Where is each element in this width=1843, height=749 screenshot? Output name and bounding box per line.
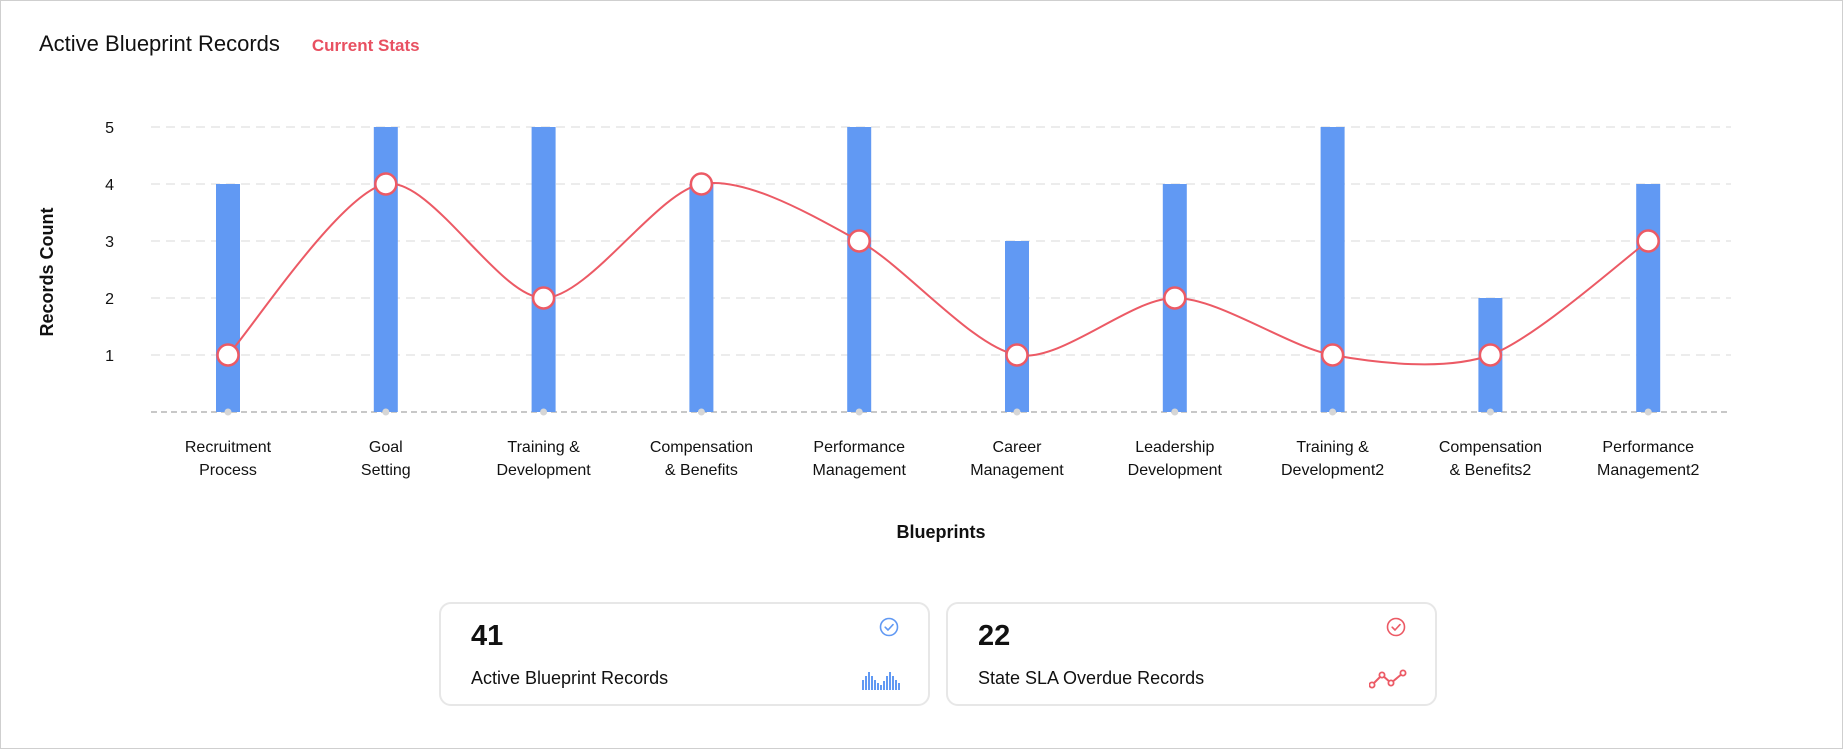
- x-tick-label: Development: [496, 462, 591, 479]
- x-tick-label: Development: [1128, 462, 1223, 479]
- x-tick-label: Leadership: [1135, 439, 1214, 456]
- x-tick-label: Recruitment: [185, 439, 272, 456]
- x-tick-label: Compensation: [1439, 439, 1542, 456]
- x-tick-label: Compensation: [650, 439, 753, 456]
- bar-sparkline-icon: [862, 672, 900, 690]
- x-axis-title: Blueprints: [896, 522, 985, 542]
- sla-overdue-label: State SLA Overdue Records: [978, 668, 1205, 688]
- y-tick-label: 1: [105, 348, 114, 365]
- line-point[interactable]: [1636, 229, 1660, 253]
- chart-title: Active Blueprint Records: [39, 31, 280, 56]
- x-tick-label: Training &: [1296, 439, 1369, 456]
- line-point[interactable]: [689, 172, 714, 196]
- check-circle-icon: [879, 617, 899, 637]
- x-tick-label: & Benefits2: [1449, 462, 1531, 479]
- line-point[interactable]: [1163, 286, 1187, 310]
- x-tick-label: Management: [970, 462, 1064, 479]
- axis-tick-dot: [697, 408, 705, 416]
- axis-tick-dot: [1329, 408, 1337, 416]
- y-tick-label: 2: [105, 291, 114, 308]
- chart-header: Active Blueprint Records Current Stats: [39, 31, 420, 57]
- axis-tick-dot: [855, 408, 863, 416]
- axis-tick-dot: [224, 408, 232, 416]
- x-tick-label: Performance: [1602, 439, 1694, 456]
- y-axis-title: Records Count: [37, 207, 57, 336]
- bar[interactable]: [1005, 241, 1029, 412]
- x-tick-label: & Benefits: [665, 462, 738, 479]
- bar[interactable]: [1636, 184, 1661, 412]
- blueprint-records-chart: 1 2 3 4 5 Recruitment Process Goal Setting Traini…: [37, 120, 1731, 542]
- x-tick-label: Development2: [1281, 462, 1384, 479]
- bar[interactable]: [847, 127, 872, 412]
- line-point[interactable]: [374, 172, 398, 196]
- bar[interactable]: [373, 127, 398, 412]
- bar[interactable]: [1320, 127, 1345, 412]
- current-stats-label[interactable]: Current Stats: [311, 36, 420, 55]
- trend-line: [227, 181, 1649, 366]
- sla-overdue-card[interactable]: 22 State SLA Overdue Records: [946, 602, 1437, 706]
- bar[interactable]: [216, 184, 240, 412]
- x-tick-label: Setting: [361, 462, 411, 479]
- axis-tick-dot: [1644, 408, 1652, 416]
- line-point[interactable]: [1005, 343, 1029, 367]
- sla-overdue-count: 22: [978, 620, 1011, 652]
- axis-tick-dot: [1486, 408, 1494, 416]
- axis-tick-dot: [1013, 408, 1021, 416]
- x-tick-label: Management2: [1597, 462, 1699, 479]
- line-point[interactable]: [216, 343, 240, 367]
- line-point[interactable]: [847, 229, 871, 253]
- line-point[interactable]: [531, 286, 556, 310]
- summary-cards: 41 Active Blueprint Records: [439, 602, 1437, 706]
- axis-tick-dot: [1171, 408, 1179, 416]
- check-circle-icon: [1386, 617, 1406, 637]
- axis-tick-dot: [540, 408, 548, 416]
- line-point[interactable]: [1320, 343, 1345, 367]
- x-tick-label: Process: [199, 462, 257, 479]
- active-records-card[interactable]: 41 Active Blueprint Records: [439, 602, 930, 706]
- x-tick-label: Career: [993, 439, 1043, 456]
- x-tick-label: Management: [813, 462, 907, 479]
- x-tick-label: Goal: [369, 439, 403, 456]
- x-tick-label: Training &: [507, 439, 580, 456]
- y-tick-label: 4: [105, 177, 114, 194]
- y-tick-label: 3: [105, 234, 114, 251]
- bar[interactable]: [531, 127, 556, 412]
- bar[interactable]: [689, 184, 714, 412]
- x-tick-label: Performance: [813, 439, 905, 456]
- line-sparkline-icon: [1369, 669, 1407, 689]
- active-records-label: Active Blueprint Records: [471, 668, 669, 688]
- line-point[interactable]: [1478, 343, 1503, 367]
- y-tick-label: 5: [105, 120, 114, 137]
- axis-tick-dot: [382, 408, 390, 416]
- active-records-count: 41: [471, 620, 504, 652]
